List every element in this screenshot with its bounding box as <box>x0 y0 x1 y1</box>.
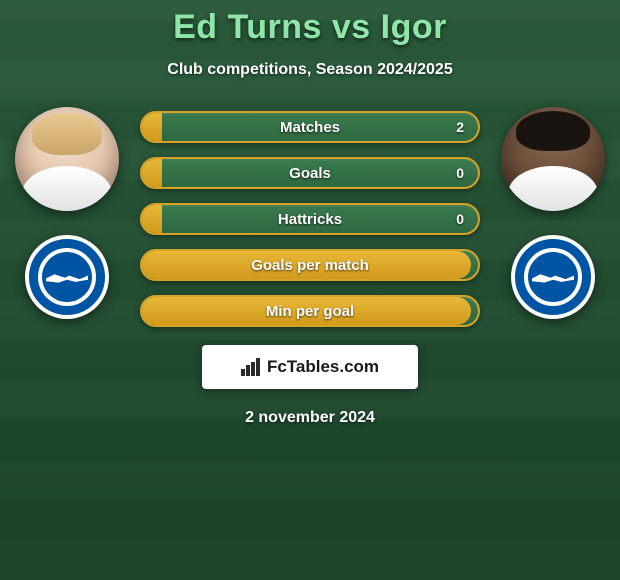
stat-label: Hattricks <box>278 211 342 228</box>
stat-value-right: 0 <box>456 211 464 227</box>
club-badge-right <box>511 235 595 319</box>
stat-value-right: 2 <box>456 119 464 135</box>
comparison-title: Ed Turns vs Igor <box>0 8 620 47</box>
generated-date: 2 november 2024 <box>0 409 620 427</box>
stat-bar: Goals per match <box>140 249 480 281</box>
right-column <box>498 107 608 319</box>
stat-bar: Min per goal <box>140 295 480 327</box>
stat-bar: Matches 2 <box>140 111 480 143</box>
stat-fill <box>142 159 162 187</box>
stat-label: Matches <box>280 119 340 136</box>
player-avatar-right <box>501 107 605 211</box>
bar-chart-icon <box>241 358 261 376</box>
stat-value-right: 0 <box>456 165 464 181</box>
stat-label: Min per goal <box>266 303 354 320</box>
comparison-subtitle: Club competitions, Season 2024/2025 <box>0 61 620 79</box>
stats-column: Matches 2 Goals 0 Hattricks 0 Goals per match M… <box>140 111 480 327</box>
player-avatar-left <box>15 107 119 211</box>
left-column <box>12 107 122 319</box>
stat-fill <box>142 205 162 233</box>
stat-label: Goals <box>289 165 331 182</box>
stat-bar: Hattricks 0 <box>140 203 480 235</box>
club-badge-left <box>25 235 109 319</box>
brand-badge: FcTables.com <box>202 345 418 389</box>
stat-bar: Goals 0 <box>140 157 480 189</box>
stat-label: Goals per match <box>251 257 369 274</box>
stat-fill <box>142 113 162 141</box>
main-row: Matches 2 Goals 0 Hattricks 0 Goals per match M… <box>0 107 620 327</box>
brand-text: FcTables.com <box>267 357 379 377</box>
